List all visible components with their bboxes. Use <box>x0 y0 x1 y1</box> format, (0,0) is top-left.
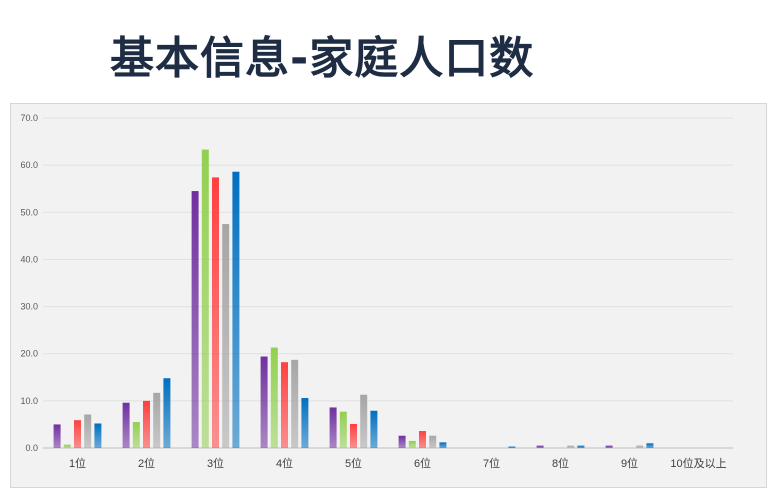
y-tick-label: 70.0 <box>20 113 38 123</box>
x-tick-label: 5位 <box>345 456 362 470</box>
bar <box>350 423 357 448</box>
bar <box>153 392 161 448</box>
x-axis-ticks: 1位 2位 3位 4位 5位 6位 7位 8位 9位 10位及以上 <box>69 456 727 470</box>
bar <box>63 444 71 448</box>
y-tick-label: 60.0 <box>20 160 38 170</box>
y-tick-label: 50.0 <box>20 207 38 217</box>
y-tick-label: 10.0 <box>20 396 38 406</box>
bar <box>232 171 240 448</box>
y-tick-label: 20.0 <box>20 349 38 359</box>
x-tick-label: 8位 <box>552 456 569 470</box>
x-tick-label: 10位及以上 <box>670 456 726 470</box>
bar <box>222 224 230 448</box>
bar <box>163 378 171 448</box>
bar <box>360 394 368 448</box>
bar <box>605 445 613 448</box>
bar <box>301 398 309 448</box>
bar <box>143 400 150 448</box>
bar <box>53 424 61 448</box>
bar <box>439 442 447 448</box>
bar <box>132 422 140 448</box>
bar <box>577 445 585 448</box>
bar <box>398 435 406 448</box>
bar <box>339 411 347 448</box>
x-tick-label: 3位 <box>207 456 224 470</box>
bar <box>270 347 278 448</box>
bar <box>429 435 437 448</box>
bar <box>212 177 219 448</box>
y-tick-label: 0.0 <box>25 443 38 453</box>
y-axis-ticks: 0.0 10.0 20.0 30.0 40.0 50.0 60.0 70.0 <box>20 113 38 453</box>
gridlines <box>43 117 733 449</box>
page-title: 基本信息-家庭人口数 <box>110 33 535 84</box>
x-tick-label: 6位 <box>414 456 431 470</box>
x-tick-label: 7位 <box>483 456 500 470</box>
x-tick-label: 2位 <box>138 456 155 470</box>
bar <box>567 445 575 448</box>
bar <box>291 359 299 448</box>
bar <box>329 407 337 448</box>
bar <box>281 362 288 448</box>
bars <box>53 149 654 449</box>
bar <box>536 445 544 448</box>
x-tick-label: 1位 <box>69 456 86 470</box>
x-tick-label: 9位 <box>621 456 638 470</box>
y-tick-label: 30.0 <box>20 302 38 312</box>
bar <box>94 423 102 448</box>
bar <box>636 445 644 448</box>
bar <box>84 414 92 448</box>
bar <box>408 440 416 448</box>
bar <box>508 446 516 448</box>
bar <box>201 149 209 449</box>
bar <box>370 410 378 448</box>
chart-area: 0.0 10.0 20.0 30.0 40.0 50.0 60.0 70.0 1位 2位 3位 4位… <box>10 103 767 488</box>
bar <box>74 420 81 448</box>
bar <box>419 431 426 448</box>
y-tick-label: 40.0 <box>20 254 38 264</box>
bar <box>260 356 268 448</box>
x-tick-label: 4位 <box>276 456 293 470</box>
bar-chart: 0.0 10.0 20.0 30.0 40.0 50.0 60.0 70.0 1位 2位 3位 4位… <box>20 113 733 470</box>
bar <box>646 443 654 448</box>
bar <box>122 402 130 448</box>
bar <box>191 191 199 449</box>
